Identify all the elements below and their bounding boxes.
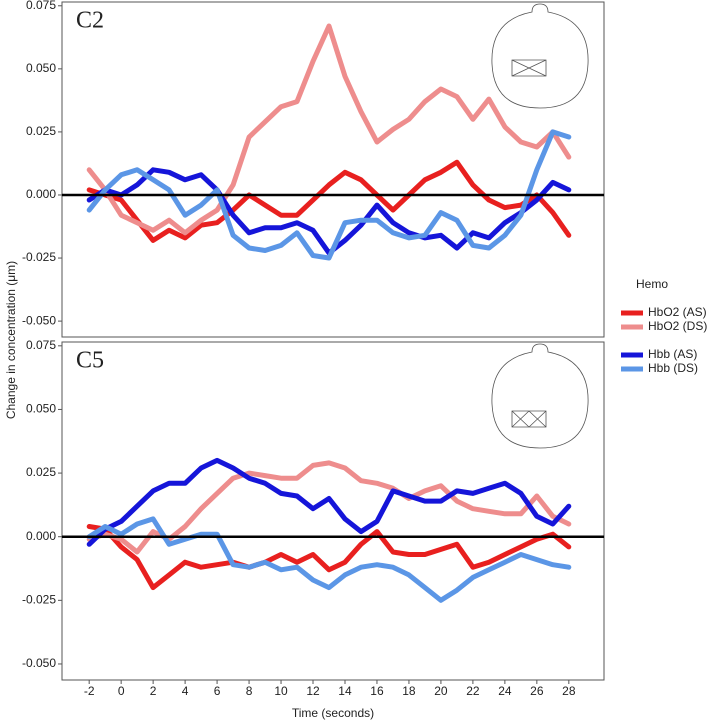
line: [86, 457, 572, 547]
y-tick-label: 0.075: [26, 0, 56, 12]
plot-frame: [61, 1, 605, 338]
line: [86, 524, 572, 591]
x-tick-label: 24: [498, 684, 512, 698]
line: [86, 129, 572, 261]
legend-label: HbO2 (DS): [648, 319, 707, 333]
x-tick-label: -2: [84, 684, 95, 698]
y-tick-label: -0.025: [22, 593, 56, 607]
y-tick-label: -0.050: [22, 656, 56, 670]
panel-title: C2: [76, 8, 104, 34]
line: [86, 516, 572, 603]
x-tick-label: 28: [562, 684, 576, 698]
y-tick-label: -0.050: [22, 313, 56, 327]
legend-label: HbO2 (AS): [648, 305, 707, 319]
x-tick-label: 16: [370, 684, 384, 698]
y-axis-label: Change in concentration (μm): [4, 261, 18, 419]
x-tick-label: 26: [530, 684, 544, 698]
x-tick-label: 10: [274, 684, 288, 698]
x-tick-label: 6: [214, 684, 221, 698]
y-tick-label: 0.075: [26, 338, 56, 352]
line: [86, 159, 572, 243]
x-tick-label: 18: [402, 684, 416, 698]
plot-frame: [61, 341, 605, 681]
x-tick-label: 4: [182, 684, 189, 698]
line: [86, 460, 572, 555]
x-tick-label: 0: [118, 684, 125, 698]
x-tick-label: 22: [466, 684, 480, 698]
legend-label: Hbb (DS): [648, 361, 698, 375]
legend-label: Hbb (AS): [648, 347, 697, 361]
x-tick-label: 14: [338, 684, 352, 698]
x-tick-label: 2: [150, 684, 157, 698]
x-tick-label: 20: [434, 684, 448, 698]
panel-title: C5: [76, 348, 104, 374]
legend-title: Hemo: [636, 277, 668, 291]
y-tick-label: 0.000: [26, 529, 56, 543]
line: [86, 23, 572, 236]
y-tick-label: 0.050: [26, 402, 56, 416]
y-tick-label: 0.025: [26, 124, 56, 138]
x-tick-label: 12: [306, 684, 320, 698]
x-tick-label: 8: [246, 684, 253, 698]
y-tick-label: -0.025: [22, 250, 56, 264]
y-tick-label: 0.025: [26, 465, 56, 479]
x-axis-label: Time (seconds): [292, 706, 374, 720]
y-tick-label: 0.000: [26, 187, 56, 201]
head-icon: [491, 3, 589, 449]
y-tick-label: 0.050: [26, 61, 56, 75]
